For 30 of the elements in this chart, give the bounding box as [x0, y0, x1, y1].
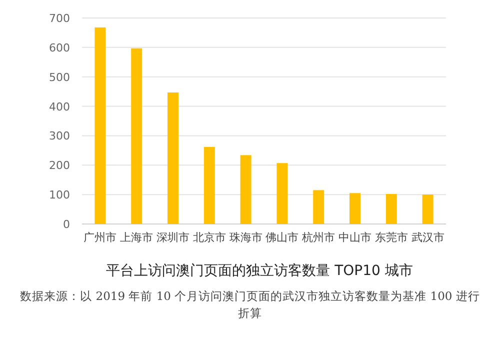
bar — [240, 155, 252, 224]
y-tick-label: 500 — [49, 70, 70, 84]
bar — [131, 48, 142, 224]
x-tick-label: 东莞市 — [374, 231, 408, 244]
y-tick-label: 400 — [49, 100, 70, 114]
x-tick-label: 珠海市 — [229, 231, 262, 244]
bar — [350, 193, 360, 224]
x-tick-label: 深圳市 — [156, 231, 190, 244]
x-tick-label: 上海市 — [120, 231, 154, 244]
x-tick-label: 武汉市 — [411, 231, 444, 244]
x-tick-label: 中山市 — [338, 231, 372, 244]
bar — [276, 163, 288, 224]
y-tick-label: 100 — [49, 188, 70, 202]
y-tick-label: 200 — [49, 159, 70, 172]
bar — [386, 194, 397, 224]
bar — [422, 194, 434, 224]
text: 平台上访问澳门页面的独立访客数量 TOP10 城市 — [106, 263, 413, 279]
bar — [94, 27, 106, 224]
x-tick-label: 北京市 — [192, 231, 226, 244]
source-note: 数据来源：以 2019 年前 10 个月访问澳门页面的武汉市独立访客数量为基准 100 进行折算 — [20, 288, 480, 322]
bar — [313, 190, 324, 224]
y-tick-label: 0 — [63, 218, 70, 231]
y-tick-label: 600 — [49, 41, 70, 54]
bar — [204, 146, 215, 224]
x-tick-label: 杭州市 — [301, 231, 336, 244]
bar — [168, 92, 178, 224]
y-tick-label: 300 — [49, 130, 70, 143]
y-tick-label: 700 — [49, 12, 70, 25]
x-tick-label: 佛山市 — [266, 231, 299, 244]
x-tick-label: 广州市 — [84, 231, 117, 244]
